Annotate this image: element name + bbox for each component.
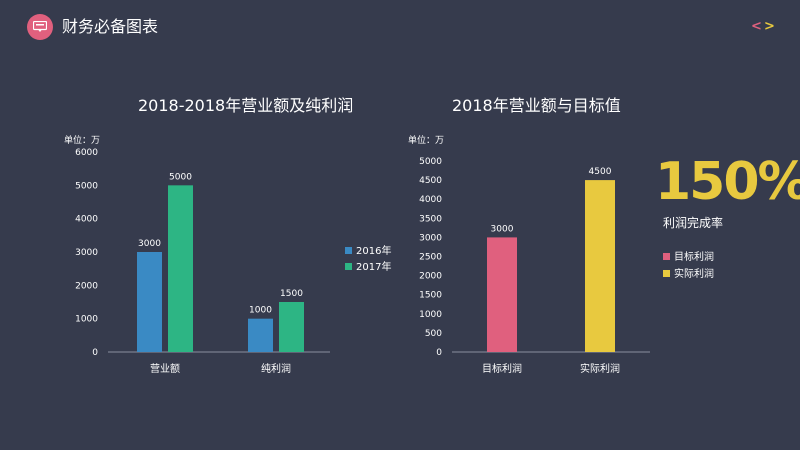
bar-目标利润: [487, 237, 517, 352]
chart1-unit-label: 单位：万: [64, 136, 101, 146]
chart1-title: 2018-2018年营业额及纯利润: [138, 96, 354, 115]
y-tick-label: 3000: [419, 233, 442, 243]
x-tick-label: 目标利润: [482, 362, 522, 375]
legend-label: 2016年: [356, 244, 391, 257]
bar-营业额-2016年: [137, 252, 162, 352]
y-tick-label: 3000: [75, 248, 98, 258]
y-tick-label: 4000: [419, 195, 442, 205]
legend-label: 实际利润: [674, 267, 714, 280]
data-label: 4500: [589, 167, 612, 177]
profit-completion-rate-value: 150%: [655, 152, 800, 212]
legend-label: 2017年: [356, 260, 391, 273]
page-title: 财务必备图表: [62, 17, 159, 36]
y-tick-label: 4500: [419, 176, 442, 186]
y-tick-label: 1000: [419, 310, 442, 320]
data-label: 3000: [138, 239, 161, 249]
legend-swatch: [663, 253, 670, 260]
chart2-title: 2018年营业额与目标值: [452, 96, 621, 115]
y-tick-label: 3500: [419, 214, 442, 224]
x-tick-label: 实际利润: [580, 362, 620, 375]
bar-纯利润-2016年: [248, 318, 273, 352]
chart2-unit-label: 单位：万: [408, 136, 445, 146]
legend-swatch: [663, 270, 670, 277]
y-tick-label: 500: [425, 329, 442, 339]
y-tick-label: 4000: [75, 215, 98, 225]
data-label: 1500: [280, 289, 303, 299]
data-label: 5000: [169, 172, 192, 182]
y-tick-label: 2000: [75, 281, 98, 291]
bar-纯利润-2017年: [279, 302, 304, 352]
next-slide-button[interactable]: >: [764, 19, 775, 34]
y-tick-label: 0: [92, 348, 98, 358]
x-tick-label: 纯利润: [261, 362, 291, 375]
legend-swatch: [345, 263, 352, 270]
previous-slide-button[interactable]: <: [751, 19, 762, 34]
bar-实际利润: [585, 180, 615, 352]
legend-label: 目标利润: [674, 250, 714, 263]
y-tick-label: 1000: [75, 315, 98, 325]
legend-swatch: [345, 247, 352, 254]
app-logo-icon: [27, 14, 53, 40]
y-tick-label: 5000: [75, 181, 98, 191]
profit-completion-rate-label: 利润完成率: [663, 216, 724, 230]
bar-营业额-2017年: [168, 185, 193, 352]
y-tick-label: 0: [436, 348, 442, 358]
data-label: 1000: [249, 306, 272, 316]
y-tick-label: 6000: [75, 148, 98, 158]
x-tick-label: 营业额: [150, 362, 180, 375]
y-tick-label: 2500: [419, 253, 442, 263]
y-tick-label: 5000: [419, 157, 442, 167]
data-label: 3000: [491, 224, 514, 234]
y-tick-label: 1500: [419, 291, 442, 301]
y-tick-label: 2000: [419, 272, 442, 282]
